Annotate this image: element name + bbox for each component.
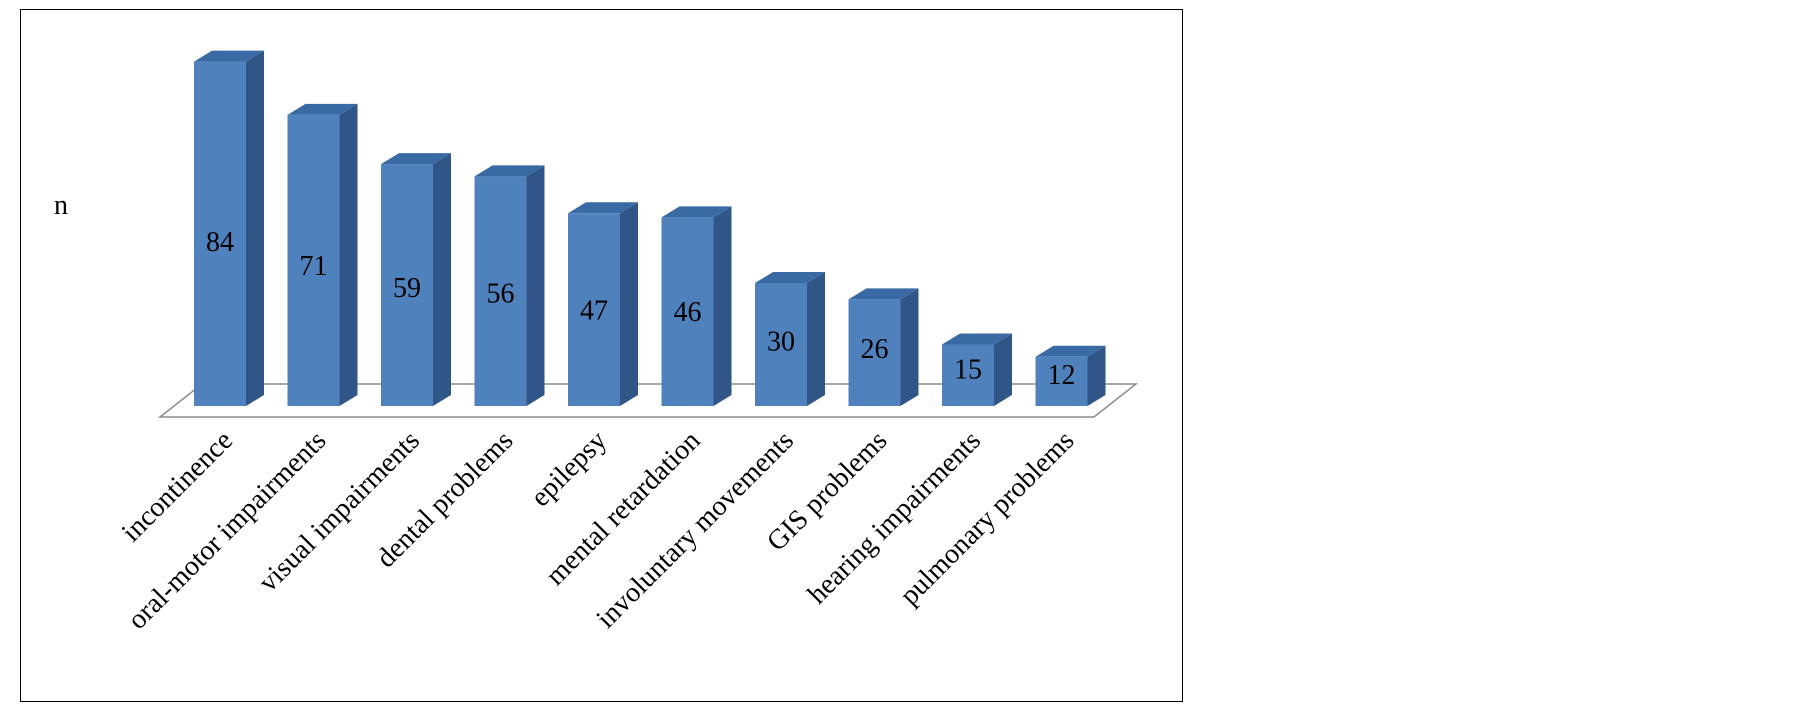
bar-side [1087, 345, 1106, 406]
bar-front [661, 217, 714, 406]
value-label: 47 [580, 295, 608, 326]
bar-top [568, 202, 638, 214]
bar-8 [848, 288, 919, 406]
bar-top [942, 333, 1012, 345]
bar-side [807, 272, 825, 406]
bar-front [755, 283, 807, 406]
bar-front [942, 344, 994, 406]
bar-side [900, 288, 919, 406]
bar-1 [194, 50, 264, 406]
category-label: hearing impairments [802, 425, 987, 610]
bar-side [713, 206, 732, 406]
bar-7 [755, 272, 825, 406]
bar-front [474, 176, 527, 406]
bar-top [194, 50, 264, 62]
bar-top [474, 165, 545, 177]
bar-front [381, 164, 433, 406]
bar-4 [474, 165, 545, 406]
bar-front [568, 213, 620, 406]
bar-6 [661, 206, 732, 406]
bar-side [433, 153, 451, 406]
bar-side [339, 103, 358, 407]
value-label: 30 [767, 327, 795, 358]
bar-side [246, 50, 264, 406]
bar-top [661, 206, 732, 218]
bar-3 [381, 153, 451, 406]
value-labels-group: 84 71 59 56 47 46 30 26 15 12 [206, 227, 1076, 391]
value-label: 59 [393, 273, 421, 304]
bar-5 [568, 202, 638, 406]
value-label: 12 [1048, 360, 1076, 391]
bars-group [194, 50, 1106, 407]
bar-10 [1035, 345, 1106, 406]
bar-top [848, 288, 919, 300]
value-label: 46 [674, 297, 702, 328]
bar-front [1035, 356, 1088, 406]
bar-front [194, 61, 246, 406]
category-label: pulmonary problems [894, 425, 1080, 611]
bar-top [1035, 345, 1106, 357]
value-label: 15 [954, 354, 982, 385]
bar-2 [287, 103, 358, 407]
bar-front [287, 114, 340, 407]
bar-top [381, 153, 451, 165]
y-axis-label: n [54, 190, 68, 221]
bar-side [526, 165, 545, 406]
bar-front [848, 299, 901, 406]
bar-top [755, 272, 825, 283]
bar-side [994, 333, 1012, 406]
category-label: epilepsy [525, 425, 613, 513]
bar-side [620, 202, 638, 406]
value-label: 26 [861, 334, 889, 365]
value-label: 56 [487, 279, 515, 310]
category-label: visual impairments [253, 425, 426, 598]
value-label: 84 [206, 227, 234, 258]
value-label: 71 [300, 251, 328, 282]
bar-top [287, 103, 358, 115]
bar-9 [942, 333, 1012, 406]
